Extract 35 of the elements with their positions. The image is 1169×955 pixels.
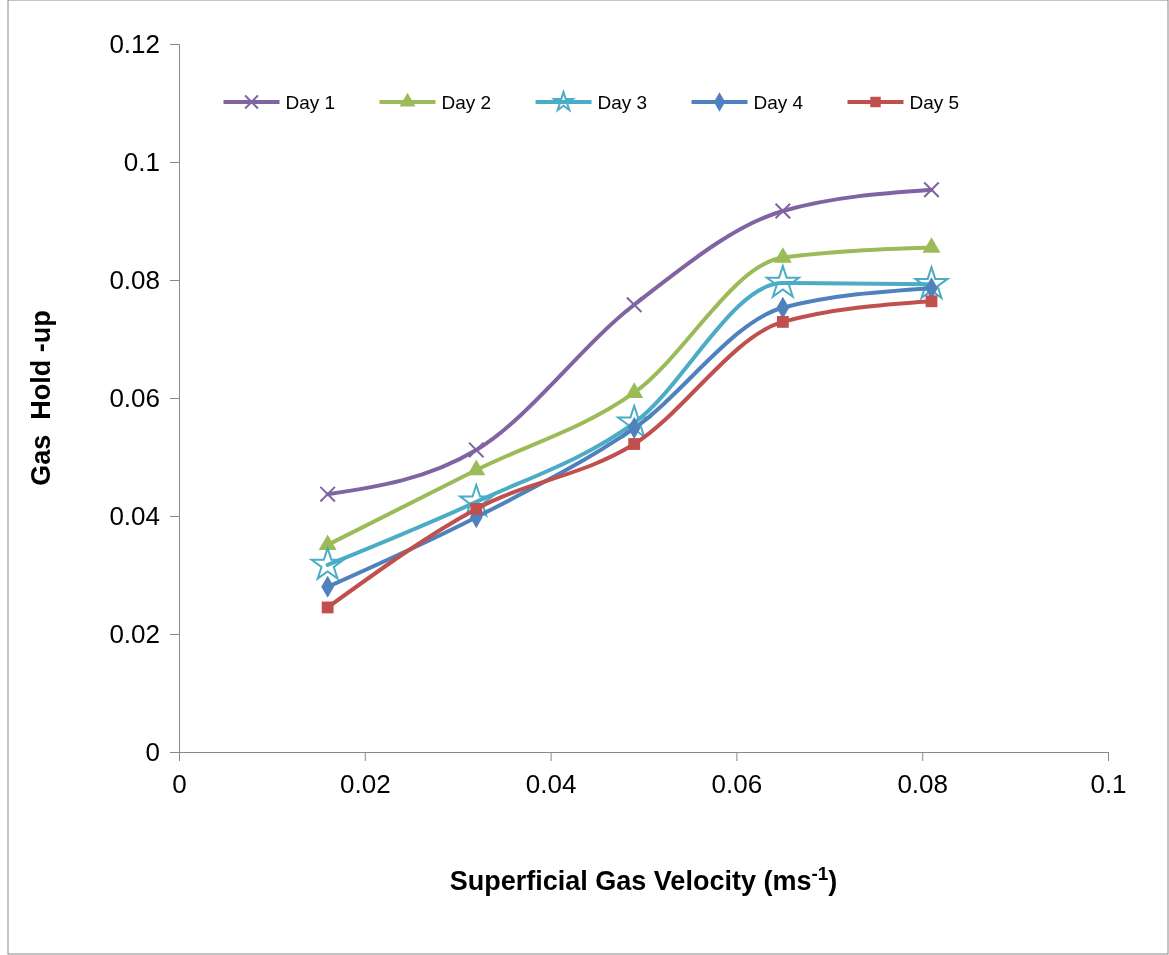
point [470, 503, 483, 515]
point [615, 403, 654, 439]
legend-label: Day 1 [285, 92, 336, 113]
legend-label: Day 4 [753, 92, 804, 113]
y-tick-label: 0.12 [109, 28, 160, 59]
x-axis-title: Superficial Gas Velocity (ms$^{-1}$) [449, 862, 838, 896]
y-tick-label: 0.06 [109, 382, 160, 413]
point [467, 459, 486, 476]
point [318, 534, 337, 551]
y-tick-label: 0.04 [109, 500, 160, 531]
x-tick-label: 0.1 [1090, 769, 1127, 800]
x-tick-label: 0.06 [711, 769, 763, 800]
point [628, 438, 641, 450]
legend-label: Day 2 [441, 92, 492, 113]
y-tick-label: 0.02 [109, 618, 160, 649]
x-tick-label: 0.08 [897, 769, 948, 800]
y-axis-title: Gas Hold -up [26, 310, 56, 486]
y-tick-label: 0.1 [123, 146, 160, 177]
point [625, 296, 643, 314]
point [321, 601, 334, 614]
point [776, 315, 789, 328]
point [308, 545, 347, 581]
point [457, 482, 496, 518]
point [774, 202, 792, 220]
point [468, 441, 485, 459]
legend-label: Day 3 [597, 92, 648, 113]
x-tick-label: 0 [172, 769, 187, 800]
point [925, 295, 938, 308]
x-tick-label: 0.02 [340, 769, 391, 800]
y-tick-label: 0.08 [109, 264, 160, 295]
y-tick-label: 0 [145, 736, 160, 767]
point [923, 181, 940, 199]
point [319, 485, 336, 503]
legend-label: Day 5 [909, 92, 960, 113]
x-tick-label: 0.04 [525, 769, 577, 800]
